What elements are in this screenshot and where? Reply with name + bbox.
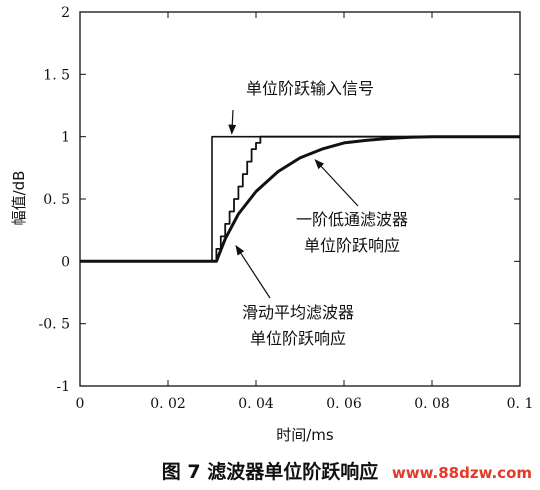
x-tick-label: 0. 08 xyxy=(414,396,450,412)
y-axis-label: 幅值/dB xyxy=(10,171,28,226)
series-layer xyxy=(80,135,520,263)
annotation-arrow-step-input xyxy=(228,109,237,135)
x-tick-label: 0. 02 xyxy=(150,396,186,412)
annotation-moving-average-line1: 滑动平均滤波器 xyxy=(242,303,354,322)
ticks-layer: 0 0. 02 0. 04 0. 06 0. 08 0. 1 -1 -0. 5 0 0. 5 1 1.… xyxy=(39,5,534,412)
watermark-text: www.88dzw.com xyxy=(392,464,532,482)
series-line-moving-average xyxy=(80,135,520,263)
annotation-lowpass-line2: 单位阶跃响应 xyxy=(304,236,400,255)
y-tick-label: -0. 5 xyxy=(39,317,70,333)
annotation-step-input: 单位阶跃输入信号 xyxy=(246,79,374,98)
x-tick-label: 0. 06 xyxy=(326,396,362,412)
y-tick-label: 0. 5 xyxy=(43,192,70,208)
figure-caption: 图 7 滤波器单位阶跃响应 xyxy=(162,460,378,483)
series-line-step-input xyxy=(80,135,520,263)
y-tick-label: 2 xyxy=(61,5,70,21)
y-tick-label: 1 xyxy=(61,130,70,146)
y-tick-label: -1 xyxy=(56,379,70,395)
annotation-lowpass-line1: 一阶低通滤波器 xyxy=(296,210,408,229)
annotation-arrow-lowpass xyxy=(314,159,359,207)
x-tick-label: 0 xyxy=(76,396,85,412)
x-tick-label: 0. 1 xyxy=(507,396,534,412)
y-tick-label: 0 xyxy=(61,254,70,270)
x-tick-label: 0. 04 xyxy=(238,396,274,412)
series-line-lowpass xyxy=(80,135,520,263)
annotation-arrow-moving-average xyxy=(235,245,271,299)
x-axis-label: 时间/ms xyxy=(276,426,334,444)
annotation-moving-average-line2: 单位阶跃响应 xyxy=(250,329,346,348)
y-tick-label: 1. 5 xyxy=(43,67,70,83)
